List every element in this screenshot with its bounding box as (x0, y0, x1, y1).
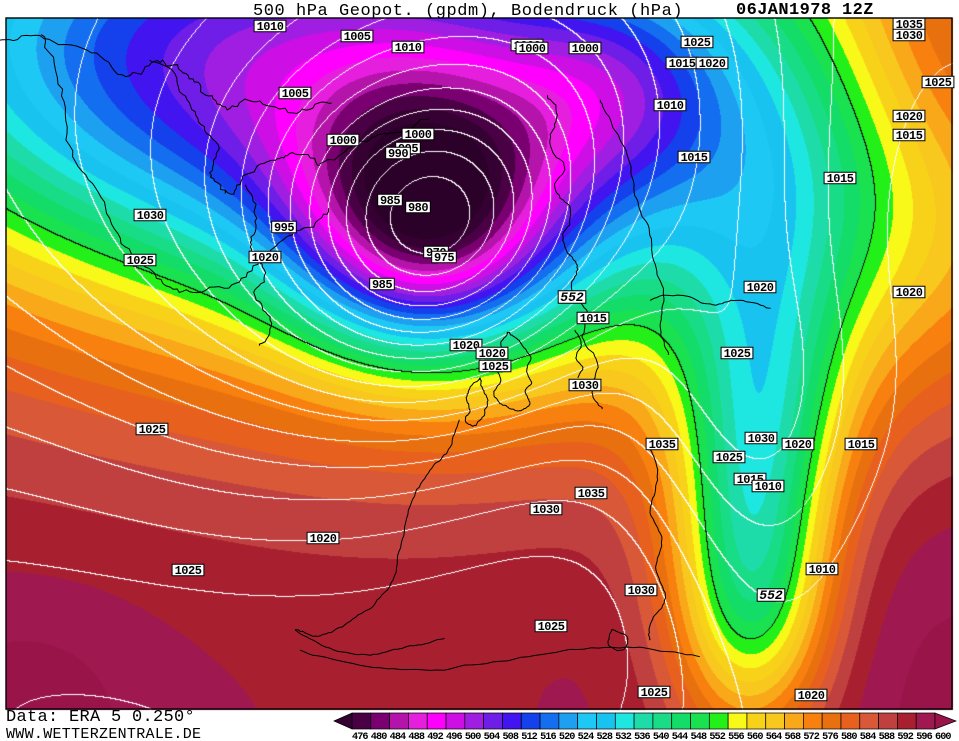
svg-text:492: 492 (427, 732, 443, 741)
svg-text:568: 568 (785, 732, 801, 741)
svg-text:552: 552 (709, 732, 725, 741)
svg-text:592: 592 (897, 732, 913, 741)
svg-text:584: 584 (860, 732, 876, 741)
svg-text:1025: 1025 (139, 423, 166, 437)
svg-text:1030: 1030 (137, 209, 164, 223)
svg-text:985: 985 (372, 278, 392, 292)
svg-text:1035: 1035 (578, 487, 605, 501)
svg-text:1020: 1020 (896, 110, 923, 124)
svg-text:1005: 1005 (344, 30, 371, 44)
svg-text:520: 520 (559, 732, 575, 741)
svg-text:1010: 1010 (657, 99, 684, 113)
svg-text:995: 995 (274, 221, 294, 235)
svg-text:476: 476 (352, 732, 368, 741)
svg-text:1000: 1000 (330, 134, 357, 148)
svg-text:1000: 1000 (405, 128, 432, 142)
svg-text:1015: 1015 (827, 172, 854, 186)
svg-text:596: 596 (916, 732, 932, 741)
svg-text:975: 975 (434, 251, 454, 265)
svg-text:1030: 1030 (572, 379, 599, 393)
svg-text:1025: 1025 (127, 254, 154, 268)
svg-text:1030: 1030 (628, 584, 655, 598)
svg-text:06JAN1978 12Z: 06JAN1978 12Z (736, 1, 874, 20)
svg-text:504: 504 (484, 732, 500, 741)
svg-text:560: 560 (747, 732, 763, 741)
svg-text:1025: 1025 (641, 686, 668, 700)
svg-text:528: 528 (596, 732, 612, 741)
svg-text:1025: 1025 (925, 76, 952, 90)
svg-text:1030: 1030 (896, 29, 923, 43)
svg-text:508: 508 (502, 732, 518, 741)
svg-text:496: 496 (446, 732, 462, 741)
svg-text:1005: 1005 (282, 87, 309, 101)
svg-text:564: 564 (766, 732, 782, 741)
svg-text:1030: 1030 (748, 432, 775, 446)
svg-text:1020: 1020 (785, 438, 812, 452)
svg-text:512: 512 (521, 732, 537, 741)
svg-text:1020: 1020 (310, 532, 337, 546)
svg-text:1020: 1020 (747, 281, 774, 295)
svg-text:1020: 1020 (896, 286, 923, 300)
svg-text:556: 556 (728, 732, 744, 741)
svg-text:532: 532 (615, 732, 631, 741)
svg-text:1020: 1020 (479, 347, 506, 361)
svg-text:536: 536 (634, 732, 650, 741)
svg-text:1025: 1025 (724, 347, 751, 361)
svg-text:WWW.WETTERZENTRALE.DE: WWW.WETTERZENTRALE.DE (6, 726, 201, 741)
svg-text:1025: 1025 (716, 451, 743, 465)
svg-text:488: 488 (408, 732, 424, 741)
svg-text:985: 985 (380, 194, 400, 208)
svg-text:516: 516 (540, 732, 556, 741)
svg-text:548: 548 (691, 732, 707, 741)
svg-text:1010: 1010 (755, 480, 782, 494)
svg-text:1015: 1015 (681, 151, 708, 165)
svg-text:990: 990 (388, 147, 408, 161)
svg-text:600: 600 (935, 732, 951, 741)
svg-text:524: 524 (578, 732, 594, 741)
svg-text:1025: 1025 (684, 36, 711, 50)
svg-text:980: 980 (408, 201, 428, 215)
svg-text:500: 500 (465, 732, 481, 741)
svg-text:580: 580 (841, 732, 857, 741)
svg-text:552: 552 (560, 290, 584, 305)
svg-text:544: 544 (672, 732, 688, 741)
svg-text:1030: 1030 (533, 503, 560, 517)
svg-text:1020: 1020 (699, 57, 726, 71)
svg-text:1010: 1010 (395, 41, 422, 55)
svg-text:484: 484 (390, 732, 406, 741)
svg-text:572: 572 (803, 732, 819, 741)
svg-text:500 hPa Geopot. (gpdm), Bodend: 500 hPa Geopot. (gpdm), Bodendruck (hPa) (253, 2, 683, 21)
svg-text:1015: 1015 (580, 312, 607, 326)
svg-text:1025: 1025 (175, 564, 202, 578)
svg-text:1000: 1000 (519, 42, 546, 56)
svg-text:588: 588 (879, 732, 895, 741)
svg-text:1035: 1035 (649, 438, 676, 452)
svg-text:1020: 1020 (252, 251, 279, 265)
svg-text:552: 552 (759, 588, 783, 603)
svg-text:Data: ERA 5 0.250°: Data: ERA 5 0.250° (6, 708, 195, 727)
svg-text:1015: 1015 (848, 438, 875, 452)
svg-text:576: 576 (822, 732, 838, 741)
svg-text:1000: 1000 (572, 42, 599, 56)
svg-text:1025: 1025 (538, 620, 565, 634)
svg-text:1015: 1015 (896, 129, 923, 143)
svg-text:1010: 1010 (257, 20, 284, 34)
svg-text:1020: 1020 (798, 689, 825, 703)
svg-text:1010: 1010 (809, 563, 836, 577)
svg-text:1025: 1025 (482, 360, 509, 374)
svg-text:480: 480 (371, 732, 387, 741)
svg-text:540: 540 (653, 732, 669, 741)
svg-text:1015: 1015 (669, 57, 696, 71)
